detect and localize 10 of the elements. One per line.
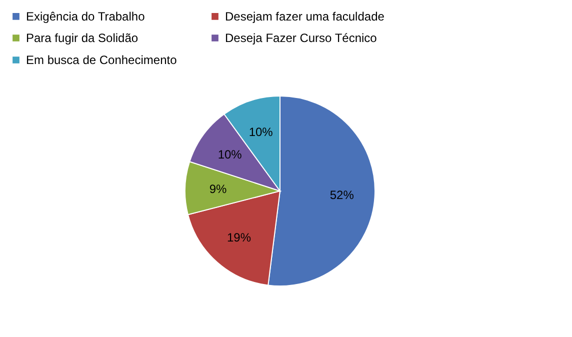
legend-label: Deseja Fazer Curso Técnico — [225, 31, 378, 45]
legend-label: Em busca de Conhecimento — [26, 53, 178, 67]
data-label: 10% — [248, 125, 274, 140]
legend-label: Para fugir da Solidão — [26, 31, 138, 45]
data-label: 52% — [330, 188, 354, 202]
data-label: 19% — [226, 230, 252, 245]
legend-label: Desejam fazer uma faculdade — [225, 9, 385, 24]
data-label: 9% — [209, 182, 228, 196]
legend-label: Exigência do Trabalho — [26, 9, 146, 24]
data-label: 10% — [218, 148, 242, 162]
